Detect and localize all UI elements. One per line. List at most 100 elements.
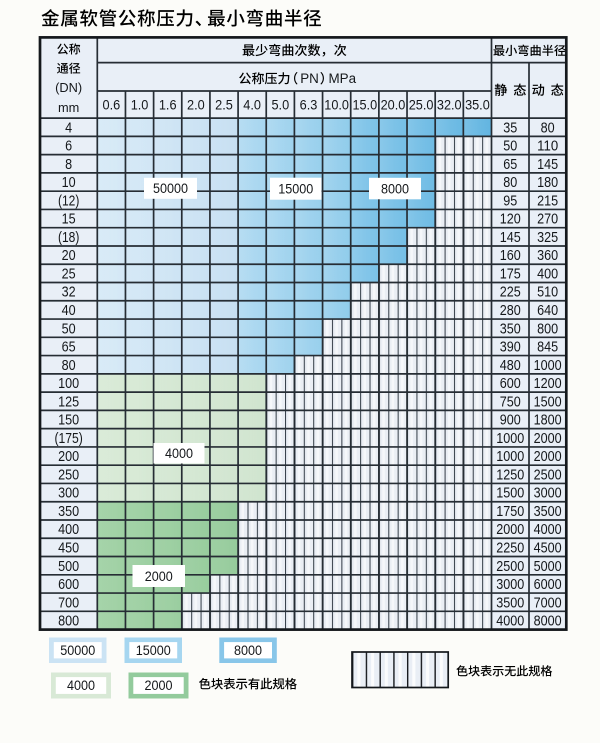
- svg-text:145: 145: [500, 230, 521, 246]
- svg-text:1250: 1250: [496, 467, 524, 483]
- svg-text:1800: 1800: [534, 413, 562, 429]
- svg-text:300: 300: [58, 486, 79, 502]
- svg-text:110: 110: [537, 139, 558, 155]
- svg-text:700: 700: [58, 595, 79, 611]
- svg-text:750: 750: [500, 394, 521, 410]
- svg-text:1750: 1750: [496, 504, 524, 520]
- svg-text:50000: 50000: [60, 643, 95, 659]
- svg-text:1000: 1000: [496, 449, 524, 465]
- svg-text:325: 325: [537, 230, 558, 246]
- svg-text:600: 600: [500, 376, 521, 392]
- svg-text:350: 350: [58, 504, 79, 520]
- svg-text:4000: 4000: [165, 446, 193, 462]
- svg-text:10.0: 10.0: [324, 97, 349, 112]
- svg-text:1500: 1500: [534, 394, 562, 410]
- svg-text:25: 25: [62, 266, 76, 282]
- svg-text:1000: 1000: [496, 431, 524, 447]
- svg-text:390: 390: [500, 340, 521, 356]
- svg-text:100: 100: [58, 376, 79, 392]
- svg-text:15: 15: [62, 212, 76, 228]
- svg-text:8000: 8000: [381, 181, 409, 197]
- svg-text:2.0: 2.0: [187, 97, 205, 112]
- svg-text:80: 80: [62, 358, 76, 374]
- svg-text:1500: 1500: [496, 486, 524, 502]
- svg-text:35.0: 35.0: [465, 97, 490, 112]
- svg-text:1.0: 1.0: [131, 97, 149, 112]
- svg-text:15000: 15000: [278, 182, 313, 198]
- svg-text:350: 350: [500, 321, 521, 337]
- svg-text:15.0: 15.0: [352, 97, 377, 112]
- svg-text:400: 400: [537, 266, 558, 282]
- svg-text:10: 10: [62, 175, 76, 191]
- svg-text:PN: PN: [300, 71, 319, 86]
- svg-text:50000: 50000: [153, 181, 188, 197]
- svg-text:50: 50: [503, 139, 517, 155]
- svg-text:5000: 5000: [534, 559, 562, 575]
- svg-text:4000: 4000: [496, 614, 524, 630]
- svg-text:800: 800: [537, 321, 558, 337]
- svg-text:2500: 2500: [496, 559, 524, 575]
- svg-text:2250: 2250: [496, 540, 524, 556]
- svg-text:510: 510: [537, 285, 558, 301]
- svg-text:1000: 1000: [534, 358, 562, 374]
- svg-text:225: 225: [500, 285, 521, 301]
- svg-text:3500: 3500: [534, 504, 562, 520]
- svg-text:400: 400: [58, 522, 79, 538]
- svg-text:3500: 3500: [496, 595, 524, 611]
- svg-text:(175): (175): [54, 431, 82, 447]
- svg-text:480: 480: [500, 358, 521, 374]
- svg-text:0.6: 0.6: [103, 97, 121, 112]
- svg-text:360: 360: [537, 248, 558, 264]
- svg-text:20: 20: [62, 248, 76, 264]
- svg-text:32: 32: [62, 285, 76, 301]
- svg-text:(12): (12): [58, 193, 79, 209]
- svg-text:120: 120: [500, 212, 521, 228]
- svg-text:20.0: 20.0: [381, 97, 406, 112]
- svg-text:7000: 7000: [534, 595, 562, 611]
- svg-text:mm: mm: [58, 100, 79, 115]
- svg-text:2000: 2000: [534, 431, 562, 447]
- svg-text:150: 150: [58, 413, 79, 429]
- svg-text:2000: 2000: [145, 569, 173, 585]
- svg-text:80: 80: [503, 175, 517, 191]
- svg-text:4000: 4000: [67, 678, 95, 694]
- svg-text:200: 200: [58, 449, 79, 465]
- svg-text:32.0: 32.0: [437, 97, 462, 112]
- svg-text:4.0: 4.0: [243, 97, 261, 112]
- svg-text:2000: 2000: [496, 522, 524, 538]
- svg-text:5.0: 5.0: [271, 97, 289, 112]
- svg-text:180: 180: [537, 175, 558, 191]
- svg-text:25.0: 25.0: [409, 97, 434, 112]
- svg-text:2000: 2000: [145, 678, 173, 694]
- svg-text:8000: 8000: [234, 643, 262, 659]
- svg-text:600: 600: [58, 577, 79, 593]
- svg-text:95: 95: [503, 193, 517, 209]
- svg-text:4000: 4000: [534, 522, 562, 538]
- svg-text:4500: 4500: [534, 540, 562, 556]
- svg-text:2000: 2000: [534, 449, 562, 465]
- svg-text:280: 280: [500, 303, 521, 319]
- svg-text:125: 125: [58, 394, 79, 410]
- svg-text:845: 845: [537, 340, 558, 356]
- svg-text:4: 4: [65, 120, 72, 136]
- svg-text:500: 500: [58, 559, 79, 575]
- svg-text:40: 40: [62, 303, 76, 319]
- svg-text:3000: 3000: [496, 577, 524, 593]
- svg-text:640: 640: [537, 303, 558, 319]
- svg-text:8000: 8000: [534, 614, 562, 630]
- svg-text:1.6: 1.6: [159, 97, 177, 112]
- svg-text:800: 800: [58, 614, 79, 630]
- svg-text:(18): (18): [58, 230, 79, 246]
- svg-text:3000: 3000: [534, 486, 562, 502]
- svg-text:2500: 2500: [534, 467, 562, 483]
- svg-text:145: 145: [537, 157, 558, 173]
- svg-text:8: 8: [65, 157, 72, 173]
- svg-text:6000: 6000: [534, 577, 562, 593]
- svg-text:2.5: 2.5: [215, 97, 233, 112]
- svg-text:6: 6: [65, 139, 72, 155]
- svg-text:175: 175: [500, 266, 521, 282]
- svg-text:250: 250: [58, 467, 79, 483]
- svg-text:(DN): (DN): [55, 80, 82, 95]
- svg-text:900: 900: [500, 413, 521, 429]
- svg-text:270: 270: [537, 212, 558, 228]
